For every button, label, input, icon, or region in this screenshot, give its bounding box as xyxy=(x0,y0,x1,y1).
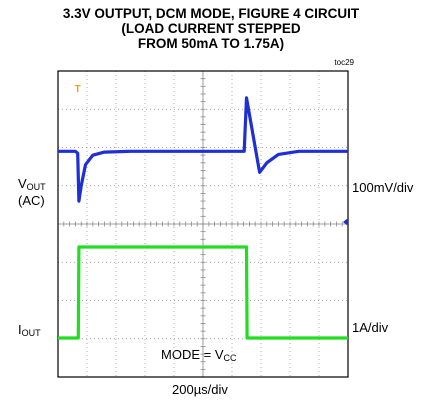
reference-marker xyxy=(343,218,348,226)
scope-grid xyxy=(57,70,349,378)
time-scale-label: 200µs/div xyxy=(172,382,228,397)
scope-markers: T xyxy=(75,84,348,226)
iout-trace xyxy=(58,245,348,340)
iout-scale-label: 1A/div xyxy=(352,320,389,335)
vout-ac-label: (AC) xyxy=(18,193,45,208)
vout-label: VOUT xyxy=(18,176,46,193)
iout-label: IOUT xyxy=(18,322,41,339)
scope-traces xyxy=(58,96,348,340)
chart-title-line-1: 3.3V OUTPUT, DCM MODE, FIGURE 4 CIRCUIT xyxy=(62,6,360,21)
vout-trace xyxy=(58,96,348,203)
vout-scale-label: 100mV/div xyxy=(352,180,414,195)
chart-title-line-3: FROM 50mA TO 1.75A) xyxy=(137,36,285,51)
chart-title-line-2: (LOAD CURRENT STEPPED xyxy=(121,21,301,36)
mode-label: MODE = VCC xyxy=(161,347,237,364)
trigger-marker: T xyxy=(75,84,81,95)
figure-code: toc29 xyxy=(334,58,354,67)
